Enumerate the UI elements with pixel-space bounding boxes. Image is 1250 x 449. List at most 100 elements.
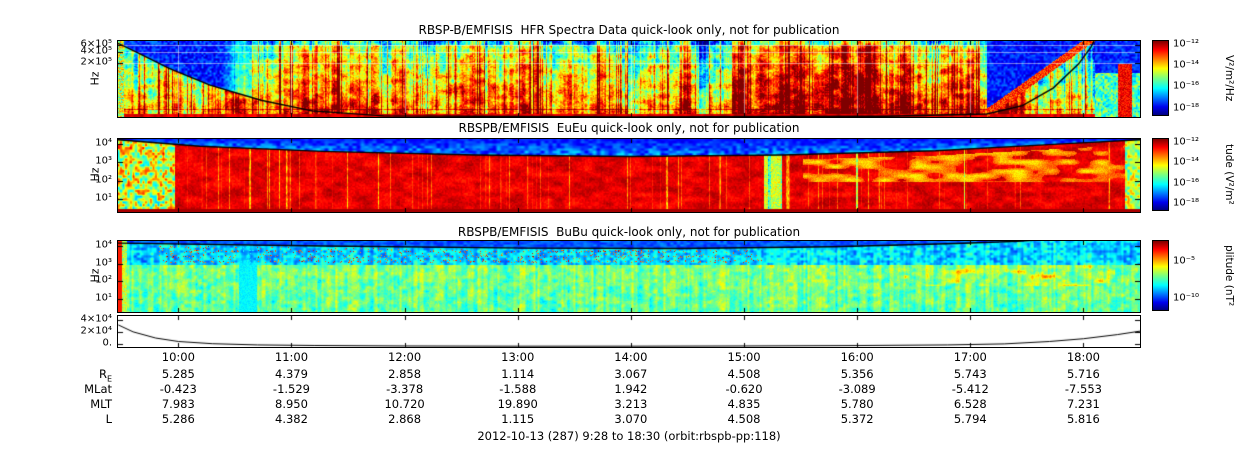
ephemeris-value: -0.423	[159, 382, 197, 396]
panel2-ytick-labels: 10⁴ 10³ 10² 10¹	[54, 138, 114, 211]
y-tick-label: 4×10⁵	[80, 45, 112, 57]
ephemeris-row: MLT 7.983 8.950 10.720 19.890 3.213 4.835 5.780…	[0, 397, 1250, 412]
panel4-canvas	[118, 316, 1140, 347]
ephemeris-value: 4.835	[727, 397, 761, 411]
panel2-title: RBSPB/EMFISIS EuEu quick-look only, not …	[458, 121, 800, 135]
ephemeris-value: 5.285	[161, 367, 195, 381]
colorbar-tick-label: 10⁻¹²	[1173, 38, 1200, 50]
ephemeris-value: 2.858	[388, 367, 422, 381]
ephemeris-row: L 5.286 4.382 2.868 1.115 3.070 4.508 5.372 5.79…	[0, 412, 1250, 427]
y-tick-label: 2×10⁵	[80, 56, 112, 68]
plot-caption: 2012-10-13 (287) 9:28 to 18:30 (orbit:rb…	[477, 429, 781, 443]
panel1-colorbar-label-text: V²/m²/Hz	[1223, 54, 1235, 102]
panel1-title: RBSP-B/EMFISIS HFR Spectra Data quick-lo…	[418, 23, 840, 37]
colorbar-tick-label: 10⁻⁵	[1173, 255, 1196, 267]
ephemeris-value: 6.528	[953, 397, 987, 411]
panel3-colorbar	[1152, 240, 1169, 311]
ephemeris-value: 5.716	[1066, 367, 1100, 381]
y-tick-label: 0.	[102, 337, 112, 349]
time-tick-label: 17:00	[953, 350, 987, 364]
panel1-colorbar-ticks: 10⁻¹² 10⁻¹⁴ 10⁻¹⁶ 10⁻¹⁸	[1173, 38, 1217, 116]
ephemeris-value: -7.553	[1064, 382, 1102, 396]
ephemeris-value: 5.743	[953, 367, 987, 381]
panel4-line-plot	[117, 315, 1141, 348]
ephemeris-value: -0.620	[725, 382, 763, 396]
ephemeris-value: 5.372	[840, 412, 874, 426]
panel1-colorbar	[1152, 40, 1169, 116]
ephemeris-row: MLat -0.423 -1.529 -3.378 -1.588 1.942 -0.620 -…	[0, 382, 1250, 397]
y-tick-label: 10³	[95, 257, 112, 269]
panel2-colorbar-ticks: 10⁻¹² 10⁻¹⁴ 10⁻¹⁶ 10⁻¹⁸	[1173, 136, 1217, 211]
ephemeris-value: 8.950	[275, 397, 308, 411]
colorbar-tick-label: 10⁻¹⁶	[1173, 177, 1200, 189]
ephemeris-value: 5.780	[840, 397, 874, 411]
time-tick-label: 11:00	[274, 350, 309, 364]
panel3-spectrogram	[117, 240, 1141, 313]
y-tick-label: 4×10⁴	[80, 313, 112, 325]
panel1-colorbar-label: V²/m²/Hz	[1220, 40, 1238, 116]
y-tick-label: 10⁴	[95, 239, 112, 251]
ephemeris-row-label: RE	[98, 367, 112, 384]
time-tick-label: 13:00	[501, 350, 535, 364]
y-tick-label: 10²	[95, 274, 112, 286]
ephemeris-row-label: MLT	[90, 397, 112, 411]
ephemeris-value: 1.115	[501, 412, 535, 426]
ephemeris-value: 5.816	[1066, 412, 1100, 426]
y-tick-label: 6×10⁵	[80, 38, 112, 50]
ephemeris-value: 7.983	[161, 397, 195, 411]
ephemeris-value: 3.067	[614, 367, 648, 381]
time-tick-label: 12:00	[388, 350, 422, 364]
panel3-ytick-labels: 10⁴ 10³ 10² 10¹	[54, 239, 114, 311]
time-tick-label: 14:00	[614, 350, 648, 364]
ephemeris-value: 2.868	[388, 412, 422, 426]
ephemeris-row: RE 5.285 4.379 2.858 1.114 3.067 4.508 5.356 5.7…	[0, 367, 1250, 384]
y-tick-label: 2×10⁴	[80, 325, 112, 337]
y-tick-label: 10³	[95, 155, 112, 167]
panel2-colorbar	[1152, 138, 1169, 211]
colorbar-tick-label: 10⁻¹²	[1173, 136, 1200, 148]
y-tick-label: 10¹	[95, 292, 112, 304]
ephemeris-value: 5.356	[840, 367, 874, 381]
ephemeris-value: -1.529	[272, 382, 310, 396]
ephemeris-value: 1.114	[501, 367, 535, 381]
panel4-ytick-labels: 4×10⁴ 2×10⁴ 0.	[54, 313, 114, 349]
ephemeris-value: 19.890	[497, 397, 538, 411]
panel1-ytick-labels: 6×10⁵ 4×10⁵ 2×10⁵	[54, 38, 114, 116]
ephemeris-value: 3.070	[614, 412, 648, 426]
panel2-colorbar-label: tude (V²/m²	[1220, 138, 1238, 211]
panel3-colorbar-label: plitude (nT²	[1220, 240, 1238, 311]
ephemeris-value: -3.089	[838, 382, 876, 396]
ephemeris-value: 5.794	[953, 412, 987, 426]
colorbar-tick-label: 10⁻¹⁸	[1173, 102, 1200, 114]
ephemeris-value: 4.508	[727, 367, 761, 381]
panel1-spectrogram	[117, 40, 1141, 118]
time-tick-label: 18:00	[1066, 350, 1100, 364]
time-tick-label: 16:00	[840, 350, 874, 364]
ephemeris-value: 4.508	[727, 412, 761, 426]
y-tick-label: 10¹	[95, 192, 112, 204]
time-tick-label: 15:00	[727, 350, 761, 364]
panel3-canvas	[118, 241, 1140, 312]
colorbar-tick-label: 10⁻¹⁶	[1173, 80, 1200, 92]
y-tick-label: 10⁴	[95, 137, 112, 149]
ephemeris-value: 1.942	[614, 382, 648, 396]
ephemeris-value: 7.231	[1066, 397, 1100, 411]
panel3-colorbar-label-text: plitude (nT²	[1223, 244, 1235, 307]
ephemeris-value: -3.378	[386, 382, 424, 396]
panel2-canvas	[118, 139, 1140, 212]
panel3-colorbar-ticks: 10⁻⁵ 10⁻¹⁰	[1173, 240, 1217, 311]
time-axis-labels: 10:00 11:00 12:00 13:00 14:00 15:00 16:00 17:00…	[118, 350, 1140, 364]
colorbar-tick-label: 10⁻¹⁴	[1173, 59, 1200, 71]
panel2-colorbar-label-text: tude (V²/m²	[1223, 144, 1235, 205]
ephemeris-value: -1.588	[499, 382, 537, 396]
y-tick-label: 10²	[95, 174, 112, 186]
panel1-canvas	[118, 41, 1140, 117]
ephemeris-value: 4.379	[275, 367, 308, 381]
ephemeris-value: 10.720	[384, 397, 425, 411]
ephemeris-value: -5.412	[951, 382, 989, 396]
ephemeris-value: 5.286	[161, 412, 195, 426]
ephemeris-row-label: L	[105, 412, 112, 426]
ephemeris-value: 3.213	[614, 397, 648, 411]
panel3-title: RBSPB/EMFISIS BuBu quick-look only, not …	[457, 225, 801, 239]
